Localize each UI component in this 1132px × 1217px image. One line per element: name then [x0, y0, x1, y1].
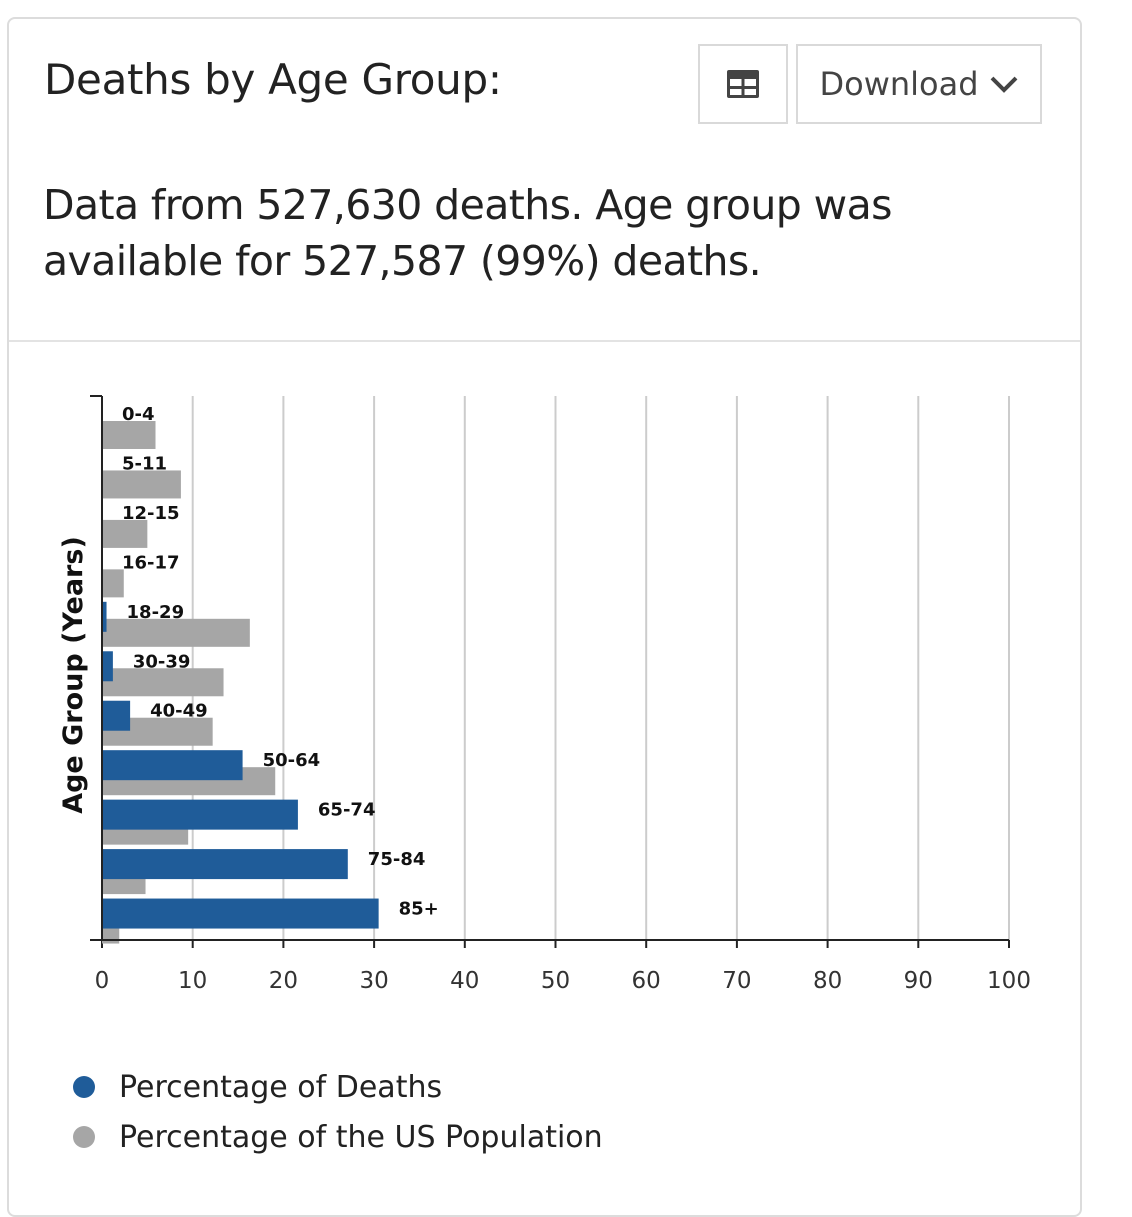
download-label: Download [819, 65, 979, 103]
bar-deaths [102, 651, 113, 682]
summary-text: Data from 527,630 deaths. Age group was … [43, 181, 892, 285]
x-tick-label: 100 [987, 968, 1031, 994]
bar-population [102, 519, 148, 548]
divider [9, 340, 1080, 342]
bar-population [102, 569, 124, 598]
bar-deaths [102, 750, 243, 781]
category-label: 5-11 [122, 453, 167, 474]
bar-deaths [102, 700, 131, 731]
card-title: Deaths by Age Group: [44, 55, 502, 104]
category-label: 0-4 [122, 404, 155, 425]
bar-deaths [102, 849, 348, 880]
legend-marker-population [73, 1126, 95, 1148]
bar-population [102, 618, 250, 647]
legend-marker-deaths [73, 1076, 95, 1098]
category-label: 12-15 [122, 503, 180, 524]
category-label: 30-39 [133, 651, 191, 672]
x-tick-label: 20 [269, 968, 298, 994]
legend-label-population: Percentage of the US Population [119, 1119, 603, 1155]
bar-population [102, 668, 224, 697]
legend-item-population[interactable]: Percentage of the US Population [73, 1112, 603, 1162]
x-tick-label: 60 [632, 968, 661, 994]
x-tick-label: 50 [541, 968, 570, 994]
x-tick-label: 80 [813, 968, 842, 994]
x-tick-label: 40 [450, 968, 479, 994]
x-tick-label: 90 [904, 968, 933, 994]
category-label: 85+ [399, 899, 439, 920]
bar-deaths [102, 601, 107, 632]
bar-deaths [102, 799, 298, 830]
legend-label-deaths: Percentage of Deaths [119, 1069, 443, 1105]
chart-card: Deaths by Age Group: Download Data from … [7, 17, 1082, 1217]
legend: Percentage of Deaths Percentage of the U… [73, 1062, 603, 1162]
legend-item-deaths[interactable]: Percentage of Deaths [73, 1062, 603, 1112]
category-label: 65-74 [318, 800, 376, 821]
category-label: 75-84 [368, 849, 426, 870]
y-axis-title: Age Group (Years) [58, 536, 89, 814]
category-label: 16-17 [122, 552, 180, 573]
bar-chart: 0 10 20 30 40 50 60 70 80 90 100 0-4 5-11 12-15 16-17 1… [58, 395, 1031, 994]
x-tick-label: 0 [95, 968, 110, 994]
bar-deaths [102, 898, 379, 929]
x-tick-label: 10 [178, 968, 207, 994]
table-view-button[interactable] [698, 44, 788, 124]
table-icon [727, 70, 759, 98]
chevron-down-icon [990, 76, 1017, 93]
x-tick-label: 70 [722, 968, 751, 994]
download-button[interactable]: Download [796, 44, 1042, 124]
x-tick-label: 30 [359, 968, 388, 994]
category-label: 40-49 [150, 701, 208, 722]
bar-population [102, 421, 156, 449]
category-label: 50-64 [263, 750, 321, 771]
category-label: 18-29 [127, 602, 185, 623]
bar-population [102, 470, 181, 499]
